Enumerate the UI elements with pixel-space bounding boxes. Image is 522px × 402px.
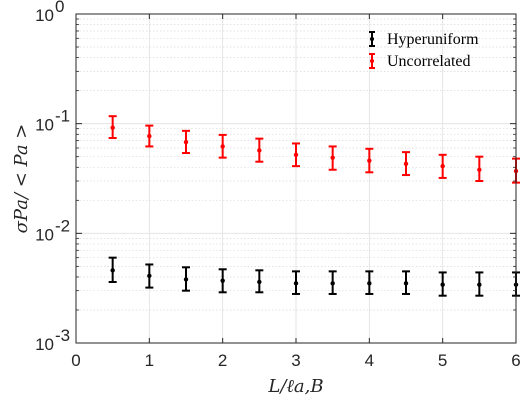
data-point xyxy=(330,155,335,160)
data-point xyxy=(440,163,445,169)
data-point xyxy=(220,144,225,149)
y-tick-label: 10 xyxy=(35,335,54,354)
data-point xyxy=(220,278,225,283)
series-layer xyxy=(108,115,520,297)
legend-marker-point xyxy=(370,59,374,63)
data-point xyxy=(257,279,262,285)
y-tick-label: 10 xyxy=(35,6,54,25)
series-uncorrelated xyxy=(108,115,520,184)
x-tick-label: 6 xyxy=(511,351,520,370)
x-tick-label: 2 xyxy=(218,351,227,370)
legend-label: Uncorrelated xyxy=(387,53,471,70)
y-axis-label: σPa/ < Pa > xyxy=(11,124,32,234)
data-point xyxy=(367,158,372,163)
y-tick-exponent: -3 xyxy=(55,326,70,345)
y-tick-exponent: 0 xyxy=(55,0,64,16)
y-tick-label: 10 xyxy=(35,116,54,135)
x-tick-label: 1 xyxy=(145,351,154,370)
data-point xyxy=(257,148,262,153)
y-tick-exponent: -1 xyxy=(55,107,70,126)
data-point xyxy=(330,281,335,286)
data-point xyxy=(110,125,115,130)
data-point xyxy=(293,152,299,158)
legend: Hyperuniform Uncorrelated xyxy=(369,31,479,70)
y-tick-exponent: -2 xyxy=(55,216,70,235)
x-tick-label: 0 xyxy=(71,351,80,370)
data-point xyxy=(293,281,299,286)
data-point xyxy=(403,281,409,286)
x-tick-label: 5 xyxy=(438,351,447,370)
y-tick-label: 10 xyxy=(35,225,54,244)
data-point xyxy=(477,167,482,172)
data-point xyxy=(183,139,189,145)
data-point xyxy=(440,282,445,287)
data-point xyxy=(403,161,409,167)
x-tick-label: 4 xyxy=(365,351,374,370)
data-point xyxy=(367,281,372,286)
data-point xyxy=(147,133,152,139)
axis-labels: L/ℓa,B σPa/ < Pa > xyxy=(11,124,324,397)
data-point xyxy=(477,282,482,287)
series-hyperuniform xyxy=(108,256,520,297)
data-point xyxy=(110,268,115,273)
data-point xyxy=(183,277,189,282)
data-point xyxy=(147,273,152,278)
x-tick-label: 3 xyxy=(291,351,300,370)
legend-marker-point xyxy=(370,37,374,41)
legend-label: Hyperuniform xyxy=(387,31,479,48)
x-axis-label: L/ℓa,B xyxy=(267,376,323,397)
